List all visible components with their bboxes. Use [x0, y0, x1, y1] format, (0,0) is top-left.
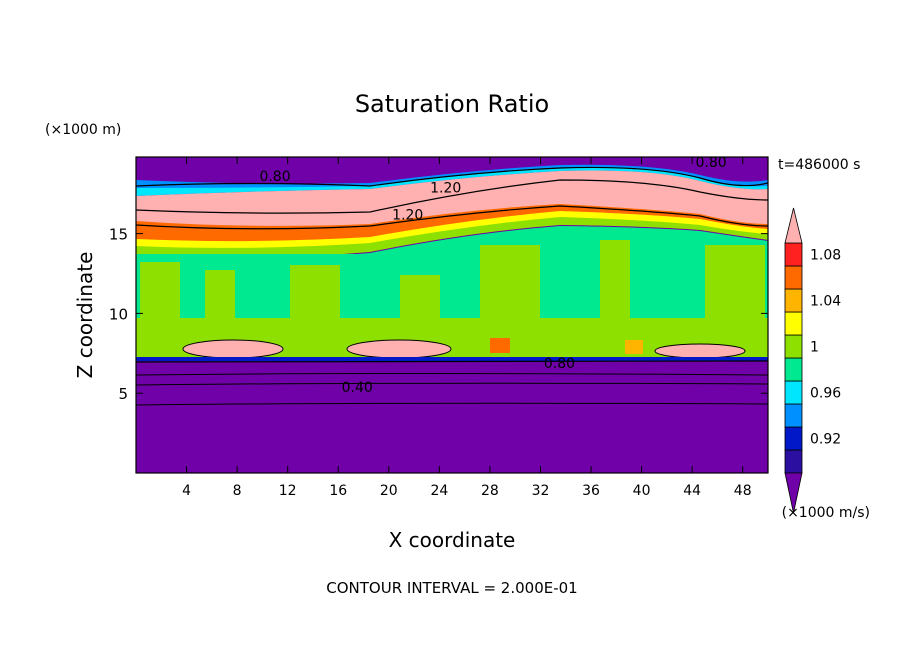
colorbar-top-arrow [784, 207, 803, 244]
colorbar-swatch [784, 311, 803, 336]
x-tick-label: 36 [582, 483, 600, 499]
y-unit-label: (×1000 m) [45, 122, 121, 138]
x-tick-label: 20 [380, 483, 398, 499]
x-tick-label: 4 [182, 483, 191, 499]
time-label: t=486000 s [778, 157, 860, 173]
x-tick-label: 24 [430, 483, 448, 499]
colorbar-swatch [784, 357, 803, 382]
contour-label: 0.80 [696, 155, 727, 171]
contour-label: 0.80 [544, 356, 575, 372]
x-tick-label: 48 [734, 483, 752, 499]
y-axis-ticks: 5 10 15 [109, 226, 768, 403]
colorbar-tick-label: 1.04 [810, 294, 841, 310]
colorbar: 0.92 0.96 1 1.04 1.08 [784, 207, 841, 514]
x-tick-label: 32 [532, 483, 550, 499]
contour-label: 0.40 [342, 380, 373, 396]
contour-labels: 0.80 0.80 1.20 1.20 0.80 0.40 [259, 155, 726, 396]
colorbar-swatch [784, 380, 803, 405]
x-tick-label: 40 [633, 483, 651, 499]
colorbar-swatch [784, 449, 803, 474]
colorbar-swatch [784, 426, 803, 451]
colorbar-swatch [784, 242, 803, 267]
x-axis-ticks: 4 8 12 16 20 24 28 32 36 40 44 48 [182, 157, 752, 499]
colorbar-tick-label: 0.92 [810, 432, 841, 448]
plot-frame [135, 156, 769, 474]
x-tick-label: 8 [233, 483, 242, 499]
colorbar-swatch [784, 288, 803, 313]
chart-title: Saturation Ratio [355, 90, 549, 118]
contour-label: 1.20 [392, 207, 423, 223]
x-tick-label: 12 [279, 483, 297, 499]
x-tick-label: 44 [683, 483, 701, 499]
colorbar-tick-label: 1.08 [810, 248, 841, 264]
colorbar-bottom-arrow [784, 472, 803, 514]
contour-interval: CONTOUR INTERVAL = 2.000E-01 [326, 579, 577, 597]
y-tick-label: 10 [109, 305, 128, 323]
y-tick-label: 15 [109, 226, 128, 244]
contour-label: 1.20 [430, 180, 461, 196]
colorbar-tick-label: 0.96 [810, 386, 841, 402]
y-axis-label: Z coordinate [73, 252, 97, 379]
colorbar-swatch [784, 265, 803, 290]
x-tick-label: 28 [481, 483, 499, 499]
x-unit-label: (×1000 m/s) [782, 505, 870, 521]
y-tick-label: 5 [118, 385, 128, 403]
plot-field [136, 157, 768, 473]
colorbar-swatch [784, 334, 803, 359]
contour-label: 0.80 [259, 169, 290, 185]
colorbar-tick-label: 1 [810, 340, 819, 356]
x-tick-label: 16 [329, 483, 347, 499]
x-axis-label: X coordinate [389, 528, 516, 552]
colorbar-swatch [784, 403, 803, 428]
